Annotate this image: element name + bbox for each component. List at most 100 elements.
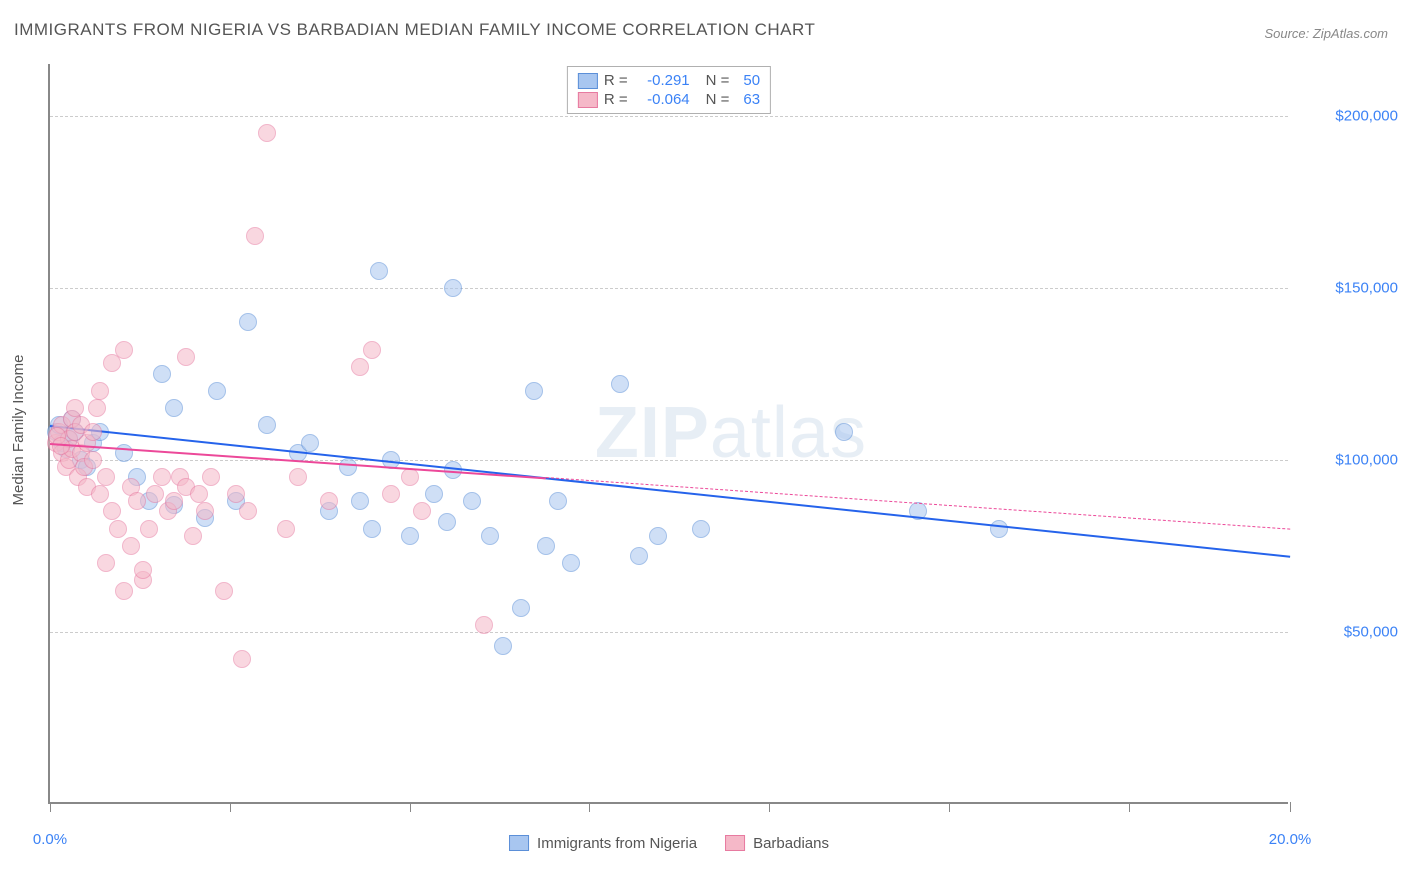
series-legend: Immigrants from Nigeria Barbadians	[509, 835, 829, 852]
legend-r-value: -0.064	[634, 91, 690, 108]
x-tick	[949, 802, 950, 812]
scatter-point-nigeria	[990, 520, 1008, 538]
scatter-point-barbadians	[122, 537, 140, 555]
x-tick	[230, 802, 231, 812]
scatter-point-barbadians	[351, 358, 369, 376]
x-tick	[589, 802, 590, 812]
legend-n-label: N =	[706, 91, 730, 108]
scatter-point-nigeria	[115, 444, 133, 462]
legend-n-value: 50	[743, 72, 760, 89]
gridline	[50, 632, 1288, 633]
legend-row: R =-0.291N =50	[578, 71, 760, 90]
scatter-point-nigeria	[363, 520, 381, 538]
source-attribution: Source: ZipAtlas.com	[1264, 26, 1388, 41]
scatter-point-barbadians	[115, 341, 133, 359]
watermark: ZIPatlas	[595, 392, 867, 474]
scatter-point-barbadians	[363, 341, 381, 359]
scatter-point-nigeria	[611, 375, 629, 393]
scatter-point-nigeria	[512, 599, 530, 617]
x-tick	[769, 802, 770, 812]
scatter-point-barbadians	[115, 582, 133, 600]
scatter-point-barbadians	[475, 616, 493, 634]
gridline	[50, 116, 1288, 117]
legend-swatch	[509, 835, 529, 851]
scatter-point-nigeria	[425, 485, 443, 503]
scatter-point-barbadians	[227, 485, 245, 503]
scatter-point-barbadians	[277, 520, 295, 538]
scatter-point-nigeria	[494, 637, 512, 655]
legend-r-value: -0.291	[634, 72, 690, 89]
scatter-point-barbadians	[184, 527, 202, 545]
legend-r-label: R =	[604, 72, 628, 89]
scatter-point-nigeria	[562, 554, 580, 572]
scatter-point-nigeria	[525, 382, 543, 400]
scatter-point-nigeria	[835, 423, 853, 441]
scatter-point-nigeria	[401, 527, 419, 545]
scatter-point-barbadians	[202, 468, 220, 486]
x-tick	[50, 802, 51, 812]
scatter-point-nigeria	[649, 527, 667, 545]
scatter-point-nigeria	[153, 365, 171, 383]
legend-label: Immigrants from Nigeria	[537, 835, 697, 852]
x-tick-label: 20.0%	[1269, 831, 1312, 848]
y-tick-label: $50,000	[1298, 623, 1398, 640]
chart-title: IMMIGRANTS FROM NIGERIA VS BARBADIAN MED…	[14, 20, 815, 40]
legend-item: Barbadians	[725, 835, 829, 852]
scatter-point-nigeria	[630, 547, 648, 565]
scatter-point-nigeria	[692, 520, 710, 538]
scatter-point-barbadians	[97, 554, 115, 572]
scatter-point-barbadians	[84, 423, 102, 441]
scatter-point-nigeria	[258, 416, 276, 434]
scatter-point-barbadians	[233, 650, 251, 668]
legend-swatch	[578, 73, 598, 89]
gridline	[50, 460, 1288, 461]
scatter-point-barbadians	[239, 502, 257, 520]
legend-item: Immigrants from Nigeria	[509, 835, 697, 852]
scatter-point-nigeria	[438, 513, 456, 531]
trend-line-barbadians	[546, 477, 1290, 530]
scatter-point-barbadians	[103, 354, 121, 372]
scatter-point-barbadians	[91, 485, 109, 503]
scatter-point-nigeria	[208, 382, 226, 400]
scatter-point-nigeria	[165, 399, 183, 417]
x-tick	[410, 802, 411, 812]
scatter-point-barbadians	[109, 520, 127, 538]
scatter-point-barbadians	[128, 492, 146, 510]
x-tick	[1129, 802, 1130, 812]
y-tick-label: $200,000	[1298, 107, 1398, 124]
scatter-point-barbadians	[320, 492, 338, 510]
scatter-point-barbadians	[246, 227, 264, 245]
scatter-point-nigeria	[339, 458, 357, 476]
scatter-point-barbadians	[91, 382, 109, 400]
legend-swatch	[725, 835, 745, 851]
y-tick-label: $100,000	[1298, 451, 1398, 468]
legend-label: Barbadians	[753, 835, 829, 852]
legend-r-label: R =	[604, 91, 628, 108]
x-tick	[1290, 802, 1291, 812]
legend-swatch	[578, 92, 598, 108]
scatter-point-barbadians	[413, 502, 431, 520]
scatter-point-barbadians	[190, 485, 208, 503]
gridline	[50, 288, 1288, 289]
scatter-point-barbadians	[88, 399, 106, 417]
scatter-point-barbadians	[401, 468, 419, 486]
legend-row: R = -0.064 N = 63	[578, 90, 760, 109]
scatter-point-barbadians	[289, 468, 307, 486]
scatter-point-barbadians	[153, 468, 171, 486]
scatter-point-barbadians	[134, 561, 152, 579]
y-axis-label: Median Family Income	[10, 355, 27, 506]
scatter-point-barbadians	[140, 520, 158, 538]
scatter-plot: ZIPatlas R =-0.291N =50R =-0.064N =63 Im…	[48, 64, 1288, 804]
scatter-point-nigeria	[549, 492, 567, 510]
scatter-point-nigeria	[537, 537, 555, 555]
scatter-point-barbadians	[258, 124, 276, 142]
legend-n-value: 63	[743, 91, 760, 108]
scatter-point-barbadians	[177, 348, 195, 366]
scatter-point-barbadians	[215, 582, 233, 600]
x-tick-label: 0.0%	[33, 831, 67, 848]
scatter-point-nigeria	[301, 434, 319, 452]
scatter-point-barbadians	[103, 502, 121, 520]
scatter-point-nigeria	[370, 262, 388, 280]
scatter-point-barbadians	[382, 485, 400, 503]
scatter-point-nigeria	[239, 313, 257, 331]
